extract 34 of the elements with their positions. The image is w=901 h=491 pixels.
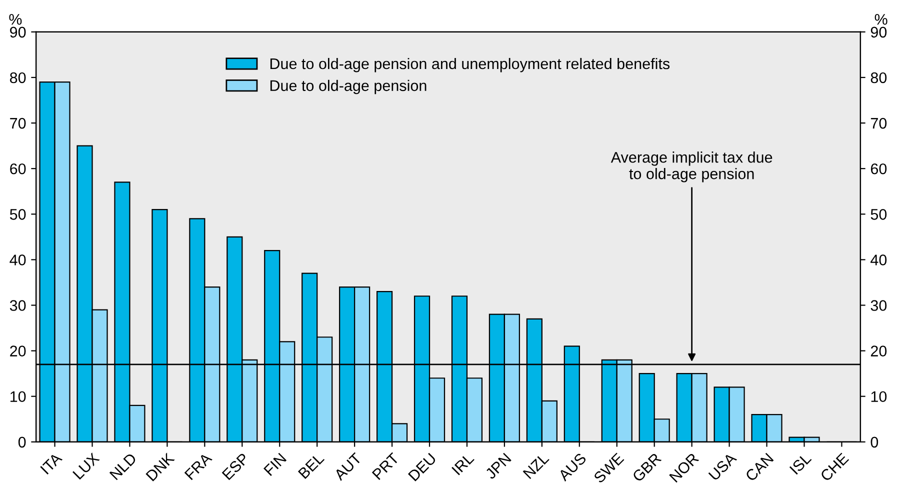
y2-tick-label: 70 <box>870 118 887 129</box>
y-tick-label: 20 <box>10 346 26 356</box>
y2-tick-label: 50 <box>870 209 887 220</box>
x-tick-label: IRL <box>452 452 474 476</box>
x-tick-label: ISL <box>789 452 812 475</box>
y2-tick-label: 90 <box>870 26 887 38</box>
y2-tick-label: 80 <box>870 72 887 84</box>
y2-tick-label: 40 <box>870 254 887 266</box>
y2-tick-label: 20 <box>870 346 887 356</box>
y2-tick-label: 10 <box>871 391 887 402</box>
annotation: Average implicit tax due to old-age pension <box>610 152 772 182</box>
y2-tick-label: 30 <box>870 300 887 311</box>
y2-tick-label: 60 <box>870 163 887 174</box>
y-tick-label: 30 <box>10 300 26 311</box>
x-tick-label: FRA <box>184 452 212 480</box>
y-tick-label: 80 <box>10 72 26 84</box>
y-tick-label: 40 <box>10 254 26 266</box>
x-tick-label: BEL <box>298 452 325 479</box>
y-tick-label: 60 <box>10 163 26 174</box>
x-tick-label: FIN <box>264 452 287 476</box>
x-tick-label: ITA <box>40 452 63 474</box>
y2-axis-title: % <box>874 14 888 25</box>
y-tick-label: 70 <box>10 118 26 129</box>
x-tick-label: NLD <box>109 452 138 480</box>
x-tick-label: NZL <box>522 452 550 479</box>
y-tick-label: 50 <box>10 209 26 220</box>
x-tick-label: USA <box>708 452 738 481</box>
y-tick-label: 0 <box>18 436 26 448</box>
y-tick-label: 10 <box>10 391 26 402</box>
y-axis-title: % <box>9 14 22 25</box>
legend-label: Due to old-age pension <box>270 80 426 94</box>
y2-tick-label: 0 <box>870 436 878 448</box>
y-tick-label: 90 <box>10 26 26 38</box>
legend-label: Due to old-age pension and unemployment related benefits <box>270 58 670 72</box>
